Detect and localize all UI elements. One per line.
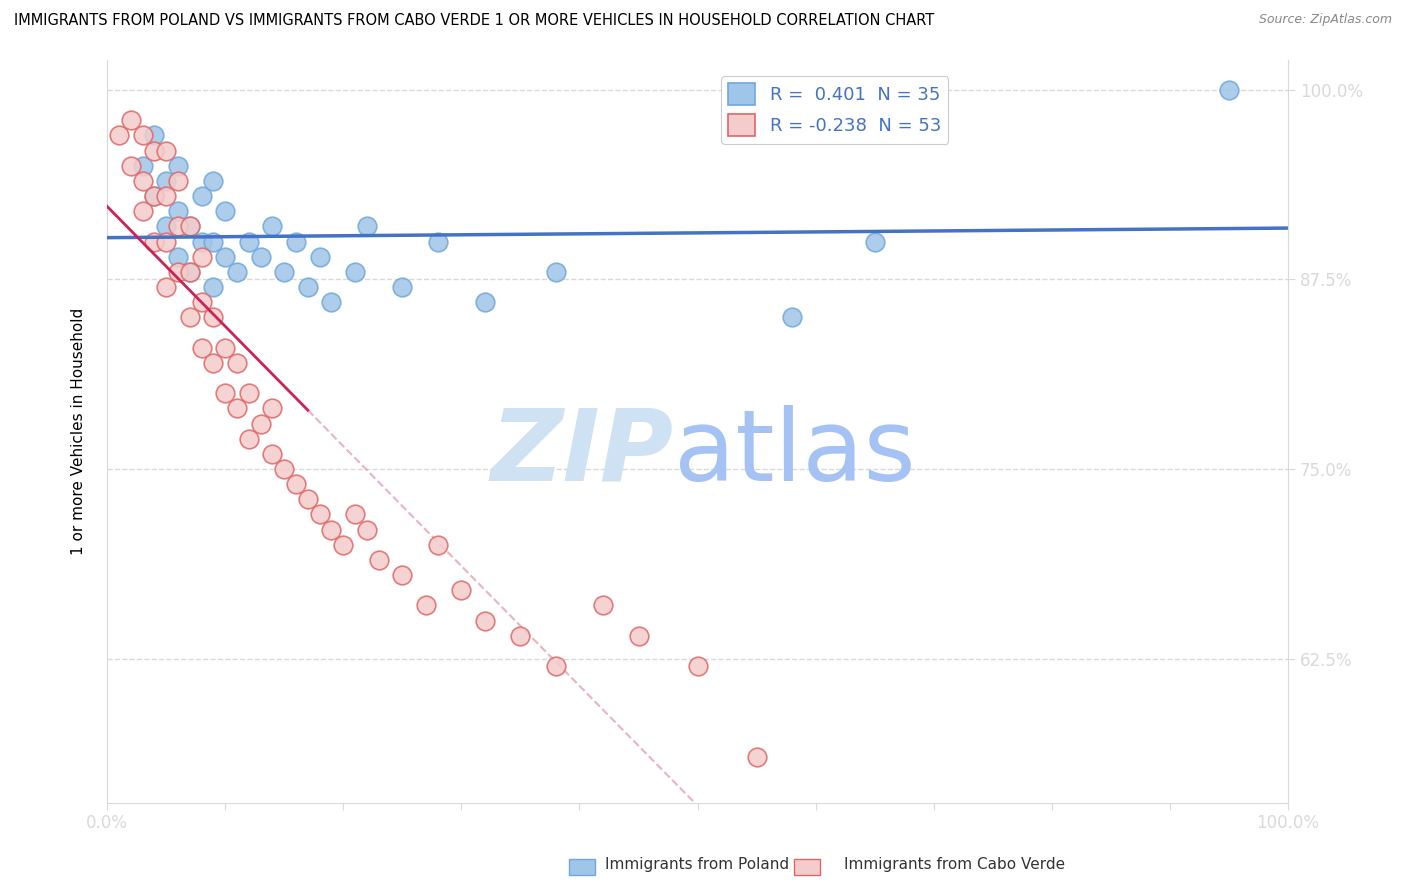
Point (544, 265, 567, 279)
Point (391, 568, 413, 582)
Point (686, 659, 709, 673)
Text: Source: ZipAtlas.com: Source: ZipAtlas.com (1258, 13, 1392, 27)
Point (202, 235, 225, 249)
Point (155, 235, 177, 249)
Point (780, 310, 803, 325)
Point (297, 280, 319, 294)
Point (238, 432, 260, 446)
Point (285, 235, 308, 249)
Point (143, 235, 166, 249)
Point (592, 599, 614, 613)
Point (143, 189, 166, 203)
Point (474, 295, 496, 310)
Text: Immigrants from Poland: Immigrants from Poland (605, 857, 789, 872)
Point (190, 235, 212, 249)
Point (450, 583, 472, 598)
Point (262, 401, 284, 416)
Point (131, 204, 153, 219)
Point (1218, 83, 1240, 97)
Text: IMMIGRANTS FROM POLAND VS IMMIGRANTS FROM CABO VERDE 1 OR MORE VEHICLES IN HOUSE: IMMIGRANTS FROM POLAND VS IMMIGRANTS FRO… (14, 13, 935, 29)
Legend: R =  0.401  N = 35, R = -0.238  N = 53: R = 0.401 N = 35, R = -0.238 N = 53 (721, 76, 949, 144)
Point (308, 250, 330, 264)
Point (273, 462, 295, 476)
Point (426, 235, 449, 249)
Point (179, 265, 201, 279)
Point (226, 356, 249, 370)
Point (863, 235, 886, 249)
Text: atlas: atlas (673, 405, 915, 502)
Point (344, 508, 367, 522)
Point (308, 508, 330, 522)
Point (214, 341, 236, 355)
Point (321, 523, 343, 537)
Point (167, 159, 190, 173)
Point (155, 189, 177, 203)
Point (167, 250, 190, 264)
Point (214, 386, 236, 401)
Point (356, 219, 378, 234)
Point (262, 219, 284, 234)
Point (143, 189, 166, 203)
Point (143, 144, 166, 158)
Point (131, 174, 153, 188)
Point (155, 219, 177, 234)
Point (190, 189, 212, 203)
Point (190, 250, 212, 264)
Point (238, 235, 260, 249)
Point (179, 219, 201, 234)
Y-axis label: 1 or more Vehicles in Household: 1 or more Vehicles in Household (72, 308, 86, 555)
Point (202, 310, 225, 325)
Point (474, 614, 496, 628)
Point (627, 629, 650, 643)
Point (155, 280, 177, 294)
Point (226, 265, 249, 279)
Point (273, 265, 295, 279)
Point (262, 447, 284, 461)
Point (155, 144, 177, 158)
Point (285, 477, 308, 491)
Point (391, 280, 413, 294)
Point (120, 159, 142, 173)
Point (745, 750, 768, 764)
Point (202, 280, 225, 294)
Point (249, 417, 271, 431)
Point (415, 599, 437, 613)
Point (167, 204, 190, 219)
Text: ZIP: ZIP (491, 405, 673, 502)
Point (179, 310, 201, 325)
Point (190, 341, 212, 355)
Text: Immigrants from Cabo Verde: Immigrants from Cabo Verde (844, 857, 1064, 872)
Point (297, 492, 319, 507)
Point (155, 174, 177, 188)
Point (332, 538, 354, 552)
Point (120, 113, 142, 128)
Point (190, 295, 212, 310)
Point (179, 219, 201, 234)
Point (179, 265, 201, 279)
Point (249, 250, 271, 264)
Point (143, 128, 166, 143)
Point (214, 204, 236, 219)
Point (344, 265, 367, 279)
Point (202, 174, 225, 188)
Point (509, 629, 531, 643)
Point (544, 659, 567, 673)
Point (131, 128, 153, 143)
Point (426, 538, 449, 552)
Point (321, 295, 343, 310)
Point (108, 128, 131, 143)
Point (214, 250, 236, 264)
Point (131, 159, 153, 173)
Point (167, 174, 190, 188)
Point (167, 219, 190, 234)
Point (356, 523, 378, 537)
Point (226, 401, 249, 416)
Point (367, 553, 389, 567)
Point (167, 265, 190, 279)
Point (238, 386, 260, 401)
Point (202, 356, 225, 370)
